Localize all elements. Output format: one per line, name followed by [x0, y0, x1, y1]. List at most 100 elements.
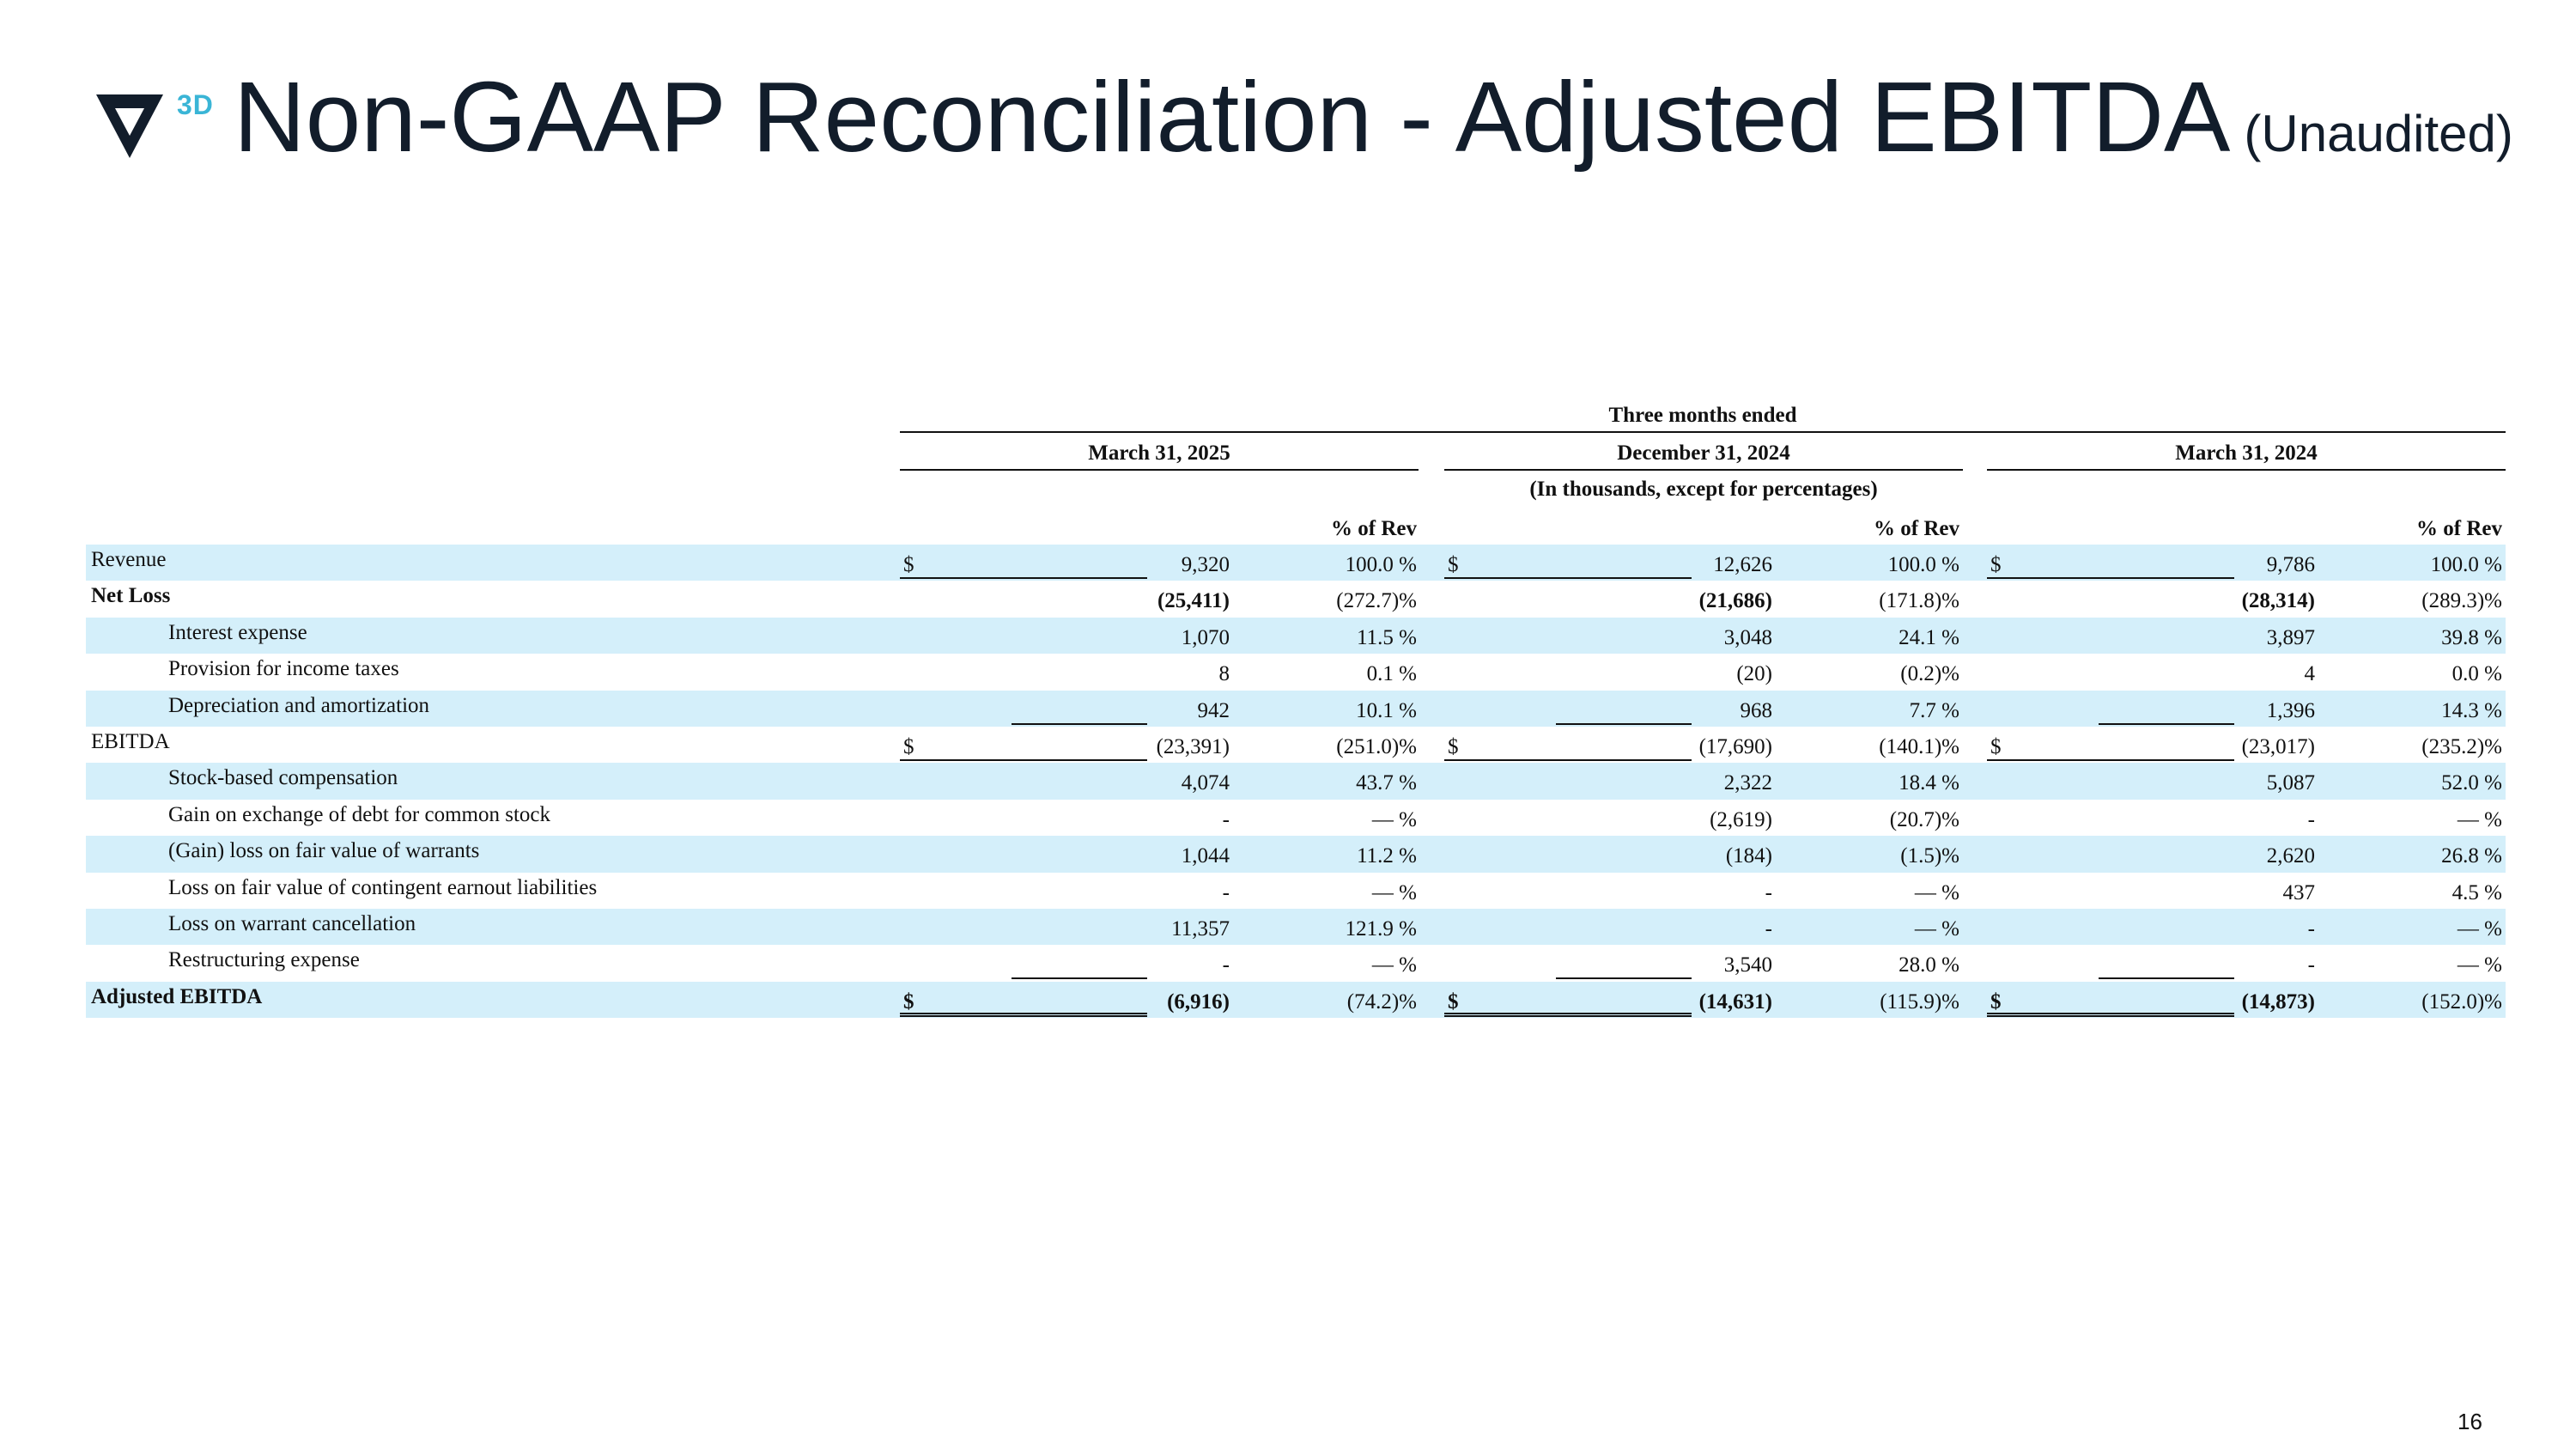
percent-cell: — %: [1371, 880, 1417, 904]
amount-cell: (23,017): [2241, 734, 2315, 758]
amount-cell: (6,916): [1167, 989, 1230, 1014]
amount-cell: 3,897: [2266, 625, 2315, 649]
table-row: Stock-based compensation 4,074 43.7 % 2,322…: [86, 763, 2506, 800]
amount-cell: -: [1222, 880, 1230, 904]
col-header-mar-2025: March 31, 2025: [1088, 441, 1230, 465]
period-caption: Three months ended: [1608, 404, 1797, 427]
percent-cell: (0.2)%: [1900, 662, 1959, 686]
amount-cell: 9,320: [1181, 553, 1230, 576]
row-label: Depreciation and amortization: [168, 693, 430, 717]
table-row: Revenue $9,320 100.0 % $12,626 100.0 % $9,786…: [86, 545, 2506, 581]
units-note: (In thousands, except for percentages): [1529, 478, 1878, 501]
amount-cell: 8: [1218, 662, 1230, 686]
percent-cell: (74.2)%: [1346, 989, 1417, 1014]
amount-cell: 2,322: [1723, 771, 1772, 795]
percent-cell: 0.0 %: [2451, 662, 2502, 686]
double-underline-rule: [1987, 1012, 2234, 1017]
amount-cell: -: [1765, 916, 1772, 941]
percent-cell: 43.7 %: [1356, 771, 1417, 795]
amount-cell: (184): [1725, 844, 1772, 868]
row-label: Stock-based compensation: [168, 766, 398, 790]
amount-cell: -: [1765, 880, 1772, 904]
amount-cell: 11,357: [1171, 916, 1230, 941]
percent-cell: (1.5)%: [1900, 844, 1959, 868]
units-row: (In thousands, except for percentages): [86, 472, 2506, 508]
percent-cell: 14.3 %: [2441, 698, 2502, 722]
amount-cell: -: [2307, 916, 2315, 941]
dollar-sign: $: [1990, 553, 2002, 576]
table-row: Gain on exchange of debt for common stoc…: [86, 800, 2506, 836]
percent-cell: (115.9)%: [1880, 989, 1959, 1014]
percent-cell: — %: [1371, 807, 1417, 831]
underline-rule: [900, 577, 1147, 579]
row-label: EBITDA: [91, 729, 170, 753]
amount-cell: (17,690): [1698, 734, 1772, 758]
percent-cell: 4.5 %: [2451, 880, 2502, 904]
amount-cell: (14,873): [2241, 989, 2315, 1014]
percent-cell: 100.0 %: [1345, 553, 1417, 576]
period-rule: [900, 431, 2506, 433]
row-label: (Gain) loss on fair value of warrants: [168, 839, 480, 863]
amount-cell: 437: [2282, 880, 2316, 904]
dollar-sign: $: [903, 553, 914, 576]
percent-cell: (152.0)%: [2421, 989, 2502, 1014]
dollar-sign: $: [1448, 553, 1459, 576]
amount-cell: 4,074: [1181, 771, 1230, 795]
period-header-row: Three months ended: [86, 400, 2506, 436]
percent-cell: 18.4 %: [1899, 771, 1959, 795]
amount-cell: 1,044: [1181, 844, 1230, 868]
percent-cell: 39.8 %: [2441, 625, 2502, 649]
table-row: EBITDA $ (23,391) (251.0)% $ (17,690) (140.1)%…: [86, 727, 2506, 763]
underline-rule: [1987, 758, 2234, 761]
percent-cell: 28.0 %: [1899, 953, 1959, 977]
row-label: Gain on exchange of debt for common stoc…: [168, 802, 551, 826]
table-row: Provision for income taxes 8 0.1 % (20) (0.2…: [86, 654, 2506, 690]
percent-cell: — %: [2457, 953, 2502, 977]
col-rule: [1987, 469, 2506, 471]
percent-cell: — %: [1914, 880, 1959, 904]
amount-cell: (21,686): [1698, 589, 1772, 613]
dollar-sign: $: [903, 734, 914, 758]
underline-rule: [1012, 722, 1147, 725]
dollar-sign: $: [1990, 734, 2002, 758]
pct-header-row: % of Rev % of Rev % of Rev: [86, 508, 2506, 545]
percent-cell: 100.0 %: [1887, 553, 1959, 576]
percent-cell: (289.3)%: [2421, 589, 2502, 613]
date-header-row: March 31, 2025 December 31, 2024 March 3…: [86, 436, 2506, 472]
percent-cell: (251.0)%: [1336, 734, 1417, 758]
col-header-dec-2024: December 31, 2024: [1617, 441, 1790, 465]
amount-cell: 3,048: [1723, 625, 1772, 649]
underline-rule: [1444, 577, 1692, 579]
dollar-sign: $: [1448, 734, 1459, 758]
row-label: Adjusted EBITDA: [91, 984, 263, 1008]
reconciliation-table: Three months ended March 31, 2025 Decemb…: [86, 400, 2506, 1019]
table-row: Interest expense 1,070 11.5 % 3,048 24.1 % 3,…: [86, 617, 2506, 654]
table-row: Adjusted EBITDA $ (6,916) (74.2)% $ (14,631) (…: [86, 981, 2506, 1019]
amount-cell: 5,087: [2266, 771, 2315, 795]
amount-cell: -: [2307, 953, 2315, 977]
percent-cell: — %: [1371, 953, 1417, 977]
percent-cell: 0.1 %: [1366, 662, 1417, 686]
percent-cell: 10.1 %: [1356, 698, 1417, 722]
underline-rule: [1556, 977, 1692, 980]
amount-cell: (23,391): [1156, 734, 1230, 758]
amount-cell: 1,396: [2266, 698, 2315, 722]
double-underline-rule: [900, 1012, 1147, 1017]
table-row: Loss on fair value of contingent earnout…: [86, 873, 2506, 909]
amount-cell: (28,314): [2241, 589, 2315, 613]
amount-cell: (20): [1736, 662, 1772, 686]
amount-cell: 9,786: [2266, 553, 2315, 576]
underline-rule: [2099, 722, 2234, 725]
pct-header: % of Rev: [1874, 517, 1959, 540]
percent-cell: — %: [2457, 916, 2502, 941]
dollar-sign: $: [1448, 989, 1459, 1014]
percent-cell: (272.7)%: [1336, 589, 1417, 613]
percent-cell: 24.1 %: [1899, 625, 1959, 649]
amount-cell: (25,411): [1157, 589, 1230, 613]
col-rule: [1444, 469, 1963, 471]
percent-cell: 11.2 %: [1357, 844, 1417, 868]
percent-cell: 52.0 %: [2441, 771, 2502, 795]
amount-cell: -: [1222, 953, 1230, 977]
percent-cell: — %: [1914, 916, 1959, 941]
table-row: Restructuring expense - — % 3,540 28.0 % - — %: [86, 945, 2506, 981]
